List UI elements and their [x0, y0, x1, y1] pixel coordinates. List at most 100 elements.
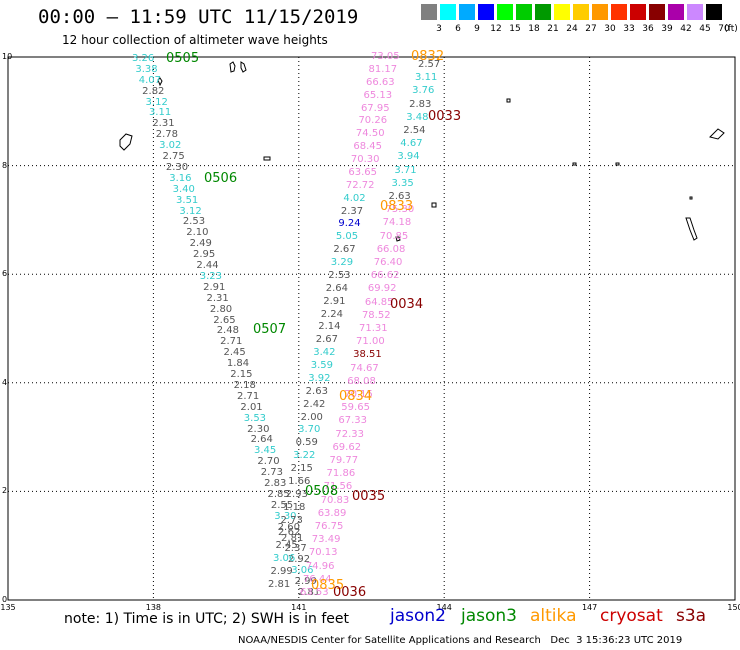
track-value: 65.13: [363, 89, 393, 101]
track-value: 64.85: [364, 296, 394, 308]
track-value: 2.93: [285, 488, 308, 500]
track-value: 3.35: [391, 177, 414, 189]
track-value: 2.80: [209, 303, 233, 315]
scale-swatch: [687, 4, 703, 20]
pass-label: 0832: [411, 49, 445, 64]
track-value: 2.99: [270, 566, 293, 578]
track-value: 2.70: [257, 456, 280, 468]
track-value: 0.59: [295, 437, 318, 449]
track-value: 2.67: [333, 244, 356, 256]
track-value: 74.50: [355, 128, 385, 140]
track-value: 3.92: [308, 372, 331, 384]
scale-swatch: [459, 4, 475, 20]
track-value: 69.62: [332, 441, 362, 453]
track-value: 3.02: [159, 140, 182, 152]
pass-label: 0506: [204, 171, 238, 186]
track-value: 3.71: [394, 164, 417, 176]
track-value: 3.59: [310, 360, 333, 372]
scale-label: 42: [680, 24, 692, 34]
track-value: 76.44: [302, 573, 332, 585]
track-value: 67.33: [338, 415, 367, 427]
track-value: 3.11: [415, 72, 438, 84]
scale-swatch: [668, 4, 684, 20]
track-value: 67.95: [360, 102, 390, 114]
track-value: 2.71: [220, 336, 243, 348]
track-value: 76.75: [314, 521, 344, 532]
scale-label: 15: [509, 24, 521, 34]
track-value: 2.30: [247, 423, 270, 435]
coastline: [431, 202, 437, 208]
credit-line: NOAA/NESDIS Center for Satellite Applica…: [238, 635, 683, 646]
track-value: 2.00: [300, 411, 323, 423]
scale-label: 18: [528, 24, 540, 34]
track-value: 2.78: [155, 129, 178, 141]
track-value: 71.00: [356, 336, 385, 348]
scale-swatch: [554, 4, 570, 20]
track-value: 2.83: [409, 98, 432, 110]
track-value: 2.91: [203, 281, 226, 293]
track-value: 78.52: [361, 309, 391, 321]
track-value: 66.62: [370, 270, 400, 282]
pass-label: 0507: [253, 322, 287, 337]
track-value: 79.77: [329, 455, 359, 466]
track-value: 3.53: [243, 412, 267, 424]
track-value: 2.15: [230, 369, 253, 381]
track-value: 2.63: [305, 385, 328, 397]
track-value: 68.08: [347, 375, 376, 387]
x-tick-label: 135: [0, 603, 16, 612]
track-value: 2.53: [182, 216, 206, 228]
track-value: 70.85: [379, 230, 409, 242]
y-tick-label: 10: [2, 52, 13, 61]
y-tick-label: 4: [2, 377, 8, 387]
legend-item-altika: altika: [530, 606, 577, 626]
track-value: 3.45: [253, 445, 277, 457]
y-tick-label: 8: [2, 160, 8, 170]
track-value: 2.73: [260, 467, 283, 479]
footer-note: note: 1) Time is in UTC; 2) SWH is in fe…: [64, 611, 350, 627]
track-value: 3.94: [397, 151, 420, 163]
track-value: 4.67: [400, 138, 423, 150]
track-value: 2.45: [275, 540, 298, 552]
track-value: 81.17: [368, 63, 398, 75]
track-value: 3.06: [273, 553, 296, 565]
track-value: 59.65: [341, 402, 370, 414]
track-value: 38.51: [353, 349, 382, 361]
track-value: 3.42: [313, 347, 336, 359]
track-value: 2.14: [318, 321, 341, 333]
track-value: 3.51: [176, 194, 199, 206]
track-value: 2.73: [280, 514, 303, 526]
track-value: 70.83: [320, 494, 350, 506]
track-value: 3.26: [132, 53, 155, 64]
scale-swatch: [497, 4, 513, 20]
page-title: 00:00 — 11:59 UTC 11/15/2019: [38, 6, 359, 28]
coastline: [572, 162, 577, 166]
track-value: 2.55: [270, 499, 294, 511]
track-value: 68.45: [353, 141, 383, 153]
scale-label: 9: [474, 24, 480, 34]
track-value: 75.30: [385, 204, 415, 216]
track-value: 2.31: [152, 118, 175, 130]
track-value: 1.84: [226, 358, 250, 370]
scale-swatch: [630, 4, 646, 20]
track-value: 2.30: [165, 161, 189, 173]
track-value: 69.92: [367, 283, 397, 295]
scale-label: 6: [455, 24, 461, 34]
track-value: 1.66: [288, 475, 311, 487]
track-value: 2.57: [418, 59, 441, 70]
coastline: [395, 236, 401, 242]
track-value: 74.96: [305, 560, 335, 572]
track-value: 2.01: [240, 401, 263, 413]
scale-swatch: [421, 4, 437, 20]
track-value: 3.16: [169, 172, 192, 184]
track-value: 2.64: [325, 282, 349, 294]
track-value: 2.42: [303, 398, 326, 410]
track-value: 3.12: [179, 205, 202, 217]
track-value: 66.63: [365, 76, 395, 88]
scale-label: 70: [718, 24, 730, 34]
track-value: 2.81: [268, 579, 291, 590]
scale-swatch: [611, 4, 627, 20]
scale-swatch: [592, 4, 608, 20]
track-value: 71.31: [359, 323, 388, 334]
track-value: 4.07: [138, 74, 162, 86]
track-value: 2.54: [403, 125, 426, 136]
